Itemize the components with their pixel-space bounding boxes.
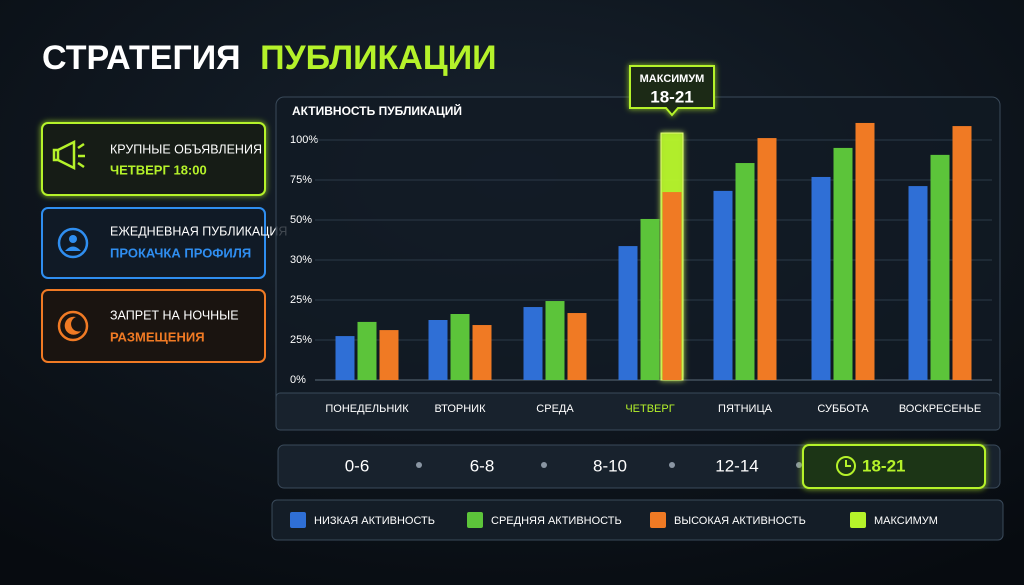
bar [952, 126, 972, 380]
category-strip [275, 392, 1001, 431]
x-tick-label: СРЕДА [536, 403, 574, 415]
bar [811, 176, 831, 380]
y-tick-label: 75% [290, 174, 312, 186]
time-slot[interactable]: 0-6 [345, 456, 370, 475]
plot: 0% 25% 25% 30% 50% 75% 100% ПОНЕДЕЛЬНИК ВТОРНИК С… [290, 65, 992, 415]
card: ЗАПРЕТ НА НОЧНЫЕ РАЗМЕЩЕНИЯ [41, 289, 266, 363]
bar [379, 330, 399, 380]
legend-items: НИЗКАЯ АКТИВНОСТЬ СРЕДНЯЯ АКТИВНОСТЬ ВЫСОК… [290, 512, 938, 528]
legend-label: СРЕДНЯЯ АКТИВНОСТЬ [491, 515, 622, 527]
y-tick-label: 0% [290, 374, 306, 386]
bar [618, 246, 638, 380]
bar [855, 122, 875, 381]
bar [640, 218, 660, 380]
y-tick-label: 25% [290, 334, 312, 346]
x-tick-label: ПОНЕДЕЛЬНИК [325, 403, 409, 415]
x-tick-label: ЧЕТВЕРГ [625, 403, 674, 415]
x-tick-label: ВОСКРЕСЕНЬЕ [899, 403, 981, 415]
bar [908, 186, 928, 380]
y-tick-label: 50% [290, 214, 312, 226]
time-slot[interactable]: 8-10 [593, 456, 627, 475]
card-title: ЗАПРЕТ НА НОЧНЫЕ [110, 308, 239, 322]
time-slot[interactable]: 12-14 [715, 456, 758, 475]
time-slot[interactable]: 6-8 [470, 456, 495, 475]
bar [930, 154, 950, 380]
y-tick-label: 100% [290, 134, 318, 146]
bar [545, 301, 565, 380]
card: КРУПНЫЕ ОБЪЯВЛЕНИЯ ЧЕТВЕРГ 18:00 [41, 122, 266, 196]
page-title: СТРАТЕГИЯ ПУБЛИКАЦИИ [42, 39, 497, 77]
bar [662, 192, 682, 380]
annotation-title: МАКСИМУМ [640, 73, 705, 85]
bar [567, 313, 587, 380]
card-subtitle: ЧЕТВЕРГ 18:00 [110, 162, 207, 177]
separator [541, 462, 547, 468]
legend-label: НИЗКАЯ АКТИВНОСТЬ [314, 515, 435, 527]
x-tick-label: СУББОТА [817, 403, 869, 415]
legend-swatch [467, 512, 483, 528]
annotation-label: 18-21 [650, 87, 693, 106]
card-title: КРУПНЫЕ ОБЪЯВЛЕНИЯ [110, 142, 262, 156]
card-subtitle: РАЗМЕЩЕНИЯ [110, 329, 205, 344]
card: ЕЖЕДНЕВНАЯ ПУБЛИКАЦИЯ ПРОКАЧКА ПРОФИЛЯ [41, 207, 287, 279]
bar [450, 314, 470, 380]
time-slots: 0-6 6-8 8-10 12-14 18-21 [345, 444, 986, 489]
legend-label: ВЫСОКАЯ АКТИВНОСТЬ [674, 515, 806, 527]
legend-swatch [850, 512, 866, 528]
bar [713, 190, 733, 380]
bar [757, 138, 777, 380]
title-accent: ПУБЛИКАЦИИ [260, 39, 497, 77]
clock-icon [836, 456, 856, 476]
active-slot[interactable] [802, 444, 986, 489]
bar [428, 320, 448, 380]
card-title: ЕЖЕДНЕВНАЯ ПУБЛИКАЦИЯ [110, 224, 287, 238]
y-tick-label: 30% [290, 254, 312, 266]
legend-label: МАКСИМУМ [874, 515, 938, 527]
bar [523, 307, 543, 380]
separator [669, 462, 675, 468]
x-tick-label: ПЯТНИЦА [718, 403, 773, 415]
bar [357, 321, 377, 380]
legend-swatch [650, 512, 666, 528]
annotation-box [629, 65, 715, 117]
title-main: СТРАТЕГИЯ [42, 39, 241, 77]
y-tick-label: 25% [290, 294, 312, 306]
card-subtitle: ПРОКАЧКА ПРОФИЛЯ [110, 245, 251, 260]
legend-swatch [290, 512, 306, 528]
bar [472, 325, 492, 380]
bar [335, 336, 355, 380]
separator [796, 462, 802, 468]
time-slot[interactable]: 18-21 [862, 456, 905, 475]
chart-title: АКТИВНОСТЬ ПУБЛИКАЦИЙ [292, 103, 462, 118]
separator [416, 462, 422, 468]
legend [271, 499, 1004, 541]
bar [735, 163, 755, 380]
bar [833, 147, 853, 380]
x-tick-label: ВТОРНИК [435, 403, 487, 415]
clock-hands [845, 460, 851, 467]
